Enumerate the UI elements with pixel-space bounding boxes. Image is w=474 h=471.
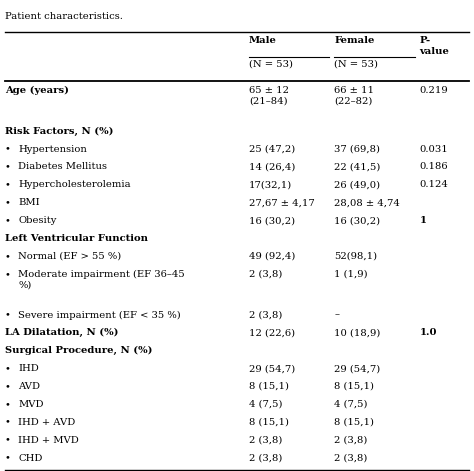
Text: IHD + AVD: IHD + AVD [18,418,75,427]
Text: 66 ± 11
(22–82): 66 ± 11 (22–82) [334,86,374,106]
Text: 29 (54,7): 29 (54,7) [334,364,381,373]
Text: Surgical Procedure, N (%): Surgical Procedure, N (%) [5,346,152,355]
Text: •: • [5,436,10,445]
Text: Risk Factors, N (%): Risk Factors, N (%) [5,127,113,136]
Text: Patient characteristics.: Patient characteristics. [5,12,123,21]
Text: 27,67 ± 4,17: 27,67 ± 4,17 [249,198,315,207]
Text: 2 (3,8): 2 (3,8) [334,454,367,463]
Text: •: • [5,382,10,391]
Text: 2 (3,8): 2 (3,8) [249,270,282,279]
Text: •: • [5,216,10,225]
Text: 1.0: 1.0 [419,328,437,337]
Text: •: • [5,252,10,261]
Text: Hypercholesterolemia: Hypercholesterolemia [18,180,131,189]
Text: IHD: IHD [18,364,39,373]
Text: 8 (15,1): 8 (15,1) [334,382,374,391]
Text: IHD + MVD: IHD + MVD [18,436,79,445]
Text: •: • [5,270,10,279]
Text: •: • [5,310,10,319]
Text: –: – [334,310,339,319]
Text: 28,08 ± 4,74: 28,08 ± 4,74 [334,198,400,207]
Text: (N = 53): (N = 53) [249,60,293,69]
Text: 2 (3,8): 2 (3,8) [249,436,282,445]
Text: •: • [5,364,10,373]
Text: 16 (30,2): 16 (30,2) [334,216,380,225]
Text: 10 (18,9): 10 (18,9) [334,328,381,337]
Text: 0.124: 0.124 [419,180,448,189]
Text: AVD: AVD [18,382,40,391]
Text: 16 (30,2): 16 (30,2) [249,216,295,225]
Text: 29 (54,7): 29 (54,7) [249,364,295,373]
Text: 65 ± 12
(21–84): 65 ± 12 (21–84) [249,86,289,106]
Text: LA Dilatation, N (%): LA Dilatation, N (%) [5,328,118,337]
Text: P-
value: P- value [419,36,449,56]
Text: 1: 1 [419,216,427,225]
Text: 52(98,1): 52(98,1) [334,252,377,261]
Text: Female: Female [334,36,374,45]
Text: •: • [5,400,10,409]
Text: Severe impairment (EF < 35 %): Severe impairment (EF < 35 %) [18,310,181,319]
Text: (N = 53): (N = 53) [334,60,378,69]
Text: 1 (1,9): 1 (1,9) [334,270,368,279]
Text: •: • [5,145,10,154]
Text: 14 (26,4): 14 (26,4) [249,162,295,171]
Text: Moderate impairment (EF 36–45
%): Moderate impairment (EF 36–45 %) [18,270,185,289]
Text: MVD: MVD [18,400,44,409]
Text: •: • [5,180,10,189]
Text: 2 (3,8): 2 (3,8) [249,454,282,463]
Text: •: • [5,418,10,427]
Text: 8 (15,1): 8 (15,1) [249,382,289,391]
Text: 0.031: 0.031 [419,145,448,154]
Text: 12 (22,6): 12 (22,6) [249,328,295,337]
Text: Hypertension: Hypertension [18,145,87,154]
Text: BMI: BMI [18,198,40,207]
Text: 17(32,1): 17(32,1) [249,180,292,189]
Text: Obesity: Obesity [18,216,56,225]
Text: 37 (69,8): 37 (69,8) [334,145,380,154]
Text: 2 (3,8): 2 (3,8) [249,310,282,319]
Text: 0.219: 0.219 [419,86,448,95]
Text: Diabetes Mellitus: Diabetes Mellitus [18,162,107,171]
Text: Age (years): Age (years) [5,86,69,95]
Text: •: • [5,162,10,171]
Text: 4 (7,5): 4 (7,5) [334,400,368,409]
Text: 2 (3,8): 2 (3,8) [334,436,367,445]
Text: CHD: CHD [18,454,42,463]
Text: •: • [5,454,10,463]
Text: 22 (41,5): 22 (41,5) [334,162,381,171]
Text: 8 (15,1): 8 (15,1) [334,418,374,427]
Text: 8 (15,1): 8 (15,1) [249,418,289,427]
Text: •: • [5,198,10,207]
Text: Normal (EF > 55 %): Normal (EF > 55 %) [18,252,121,261]
Text: Left Ventricular Function: Left Ventricular Function [5,234,148,243]
Text: 49 (92,4): 49 (92,4) [249,252,295,261]
Text: Male: Male [249,36,277,45]
Text: 26 (49,0): 26 (49,0) [334,180,380,189]
Text: 25 (47,2): 25 (47,2) [249,145,295,154]
Text: 4 (7,5): 4 (7,5) [249,400,283,409]
Text: 0.186: 0.186 [419,162,448,171]
